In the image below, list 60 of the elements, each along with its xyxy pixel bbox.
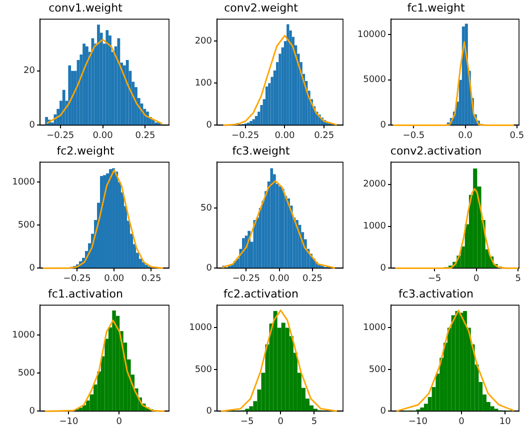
x-tick-label: −10	[408, 416, 428, 427]
y-tick-label: 500	[18, 220, 36, 230]
y-tick-label: 1000	[12, 177, 36, 188]
y-tick-label: 0	[380, 120, 386, 131]
x-tick-label: −0.25	[46, 130, 74, 141]
x-tick-label: 5	[515, 274, 522, 284]
chart-title: conv2.activation	[390, 144, 482, 158]
y-tick-label: 1000	[363, 222, 386, 232]
y-tick-label: 500	[194, 364, 212, 375]
y-tick-label: 100	[194, 78, 212, 88]
x-tick-label: 0.5	[510, 130, 524, 141]
y-tick-label: 500	[368, 364, 386, 375]
x-tick-label: 0.00	[92, 130, 114, 141]
x-tick-label: −0.25	[232, 130, 260, 141]
chart-title: fc3.weight	[232, 144, 290, 158]
y-tick-label: 1000	[189, 323, 212, 334]
x-tick-label: 0.00	[104, 274, 124, 284]
x-tick-label: −0.5	[402, 130, 425, 141]
x-tick-label: −10	[59, 416, 78, 427]
chart-title: fc2.activation	[224, 287, 298, 300]
x-tick-label: 0.25	[314, 130, 334, 141]
x-tick-label: 0.25	[302, 274, 323, 284]
y-tick-label: 0	[206, 264, 212, 274]
chart-title: fc1.weight	[407, 1, 466, 14]
y-tick-label: 0	[29, 264, 36, 274]
chart-title: conv2.weight	[224, 1, 299, 14]
y-tick-label: 50	[200, 203, 212, 214]
y-tick-label: 1000	[12, 330, 36, 340]
x-tick-label: 0	[473, 274, 480, 284]
chart-title: fc1.activation	[48, 287, 123, 300]
chart-title: conv1.weight	[48, 1, 124, 14]
y-tick-label: 0	[380, 406, 386, 417]
y-tick-label: 20	[24, 66, 36, 76]
y-tick-label: 0	[206, 406, 212, 417]
x-tick-label: −5	[428, 274, 442, 284]
x-tick-label: 0	[458, 416, 465, 427]
x-tick-label: −0.25	[232, 274, 260, 284]
y-tick-label: 200	[194, 36, 212, 46]
y-tick-label: 2000	[363, 180, 386, 190]
x-tick-label: 0.25	[135, 130, 156, 141]
x-tick-label: 0	[278, 416, 284, 427]
y-tick-label: 5000	[363, 75, 386, 86]
x-tick-label: 0	[116, 416, 122, 427]
y-tick-label: 10000	[357, 30, 386, 40]
x-tick-label: −5	[240, 416, 254, 427]
x-tick-label: −0.25	[63, 274, 91, 284]
chart-title: fc2.weight	[56, 144, 115, 158]
x-tick-label: 0.0	[458, 130, 473, 141]
y-tick-label: 0	[29, 406, 36, 417]
x-tick-label: 0.00	[274, 130, 296, 141]
y-tick-label: 500	[18, 368, 36, 378]
x-tick-label: 5	[311, 416, 318, 427]
chart-title: fc3.activation	[398, 287, 474, 300]
x-tick-label: 10	[499, 416, 512, 427]
x-tick-label: 0.25	[141, 274, 162, 284]
y-tick-label: 1000	[363, 323, 386, 334]
y-tick-label: 0	[380, 264, 386, 274]
y-tick-label: 0	[206, 120, 212, 131]
x-tick-label: 0.00	[269, 274, 290, 284]
y-tick-label: 0	[29, 120, 36, 131]
